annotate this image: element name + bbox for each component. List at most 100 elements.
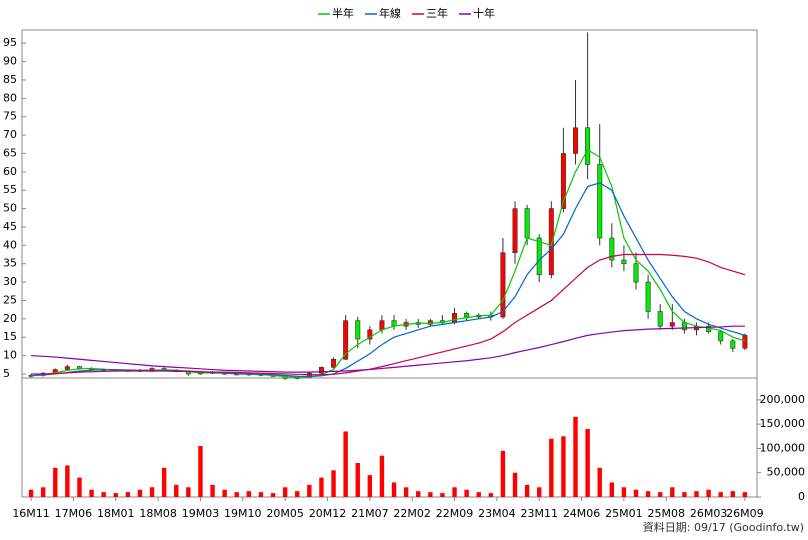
- y-tick-label: 90: [3, 55, 17, 68]
- volume-bar: [524, 484, 530, 497]
- volume-bar: [645, 491, 651, 497]
- y-tick-label: 55: [3, 183, 17, 196]
- volume-bar: [319, 477, 324, 497]
- volume-bar: [367, 475, 373, 497]
- volume-bar: [198, 446, 203, 497]
- candle-body: [585, 127, 591, 165]
- x-tick-label: 18M08: [139, 507, 177, 520]
- y-tick-label: 10: [3, 349, 17, 362]
- volume-bar: [282, 487, 288, 497]
- volume-bar: [440, 493, 445, 497]
- volume-bar: [403, 487, 409, 497]
- y-tick-label: 25: [3, 293, 17, 306]
- x-tick-label: 18M01: [97, 507, 135, 520]
- volume-bar: [234, 492, 239, 497]
- x-tick-label: 26M03: [690, 507, 728, 520]
- candle-body: [331, 358, 337, 368]
- candle-body: [718, 331, 724, 342]
- plot-frame: [21, 29, 758, 498]
- x-tick-label: 20M12: [309, 507, 347, 520]
- volume-bar: [561, 436, 566, 497]
- legend-label: 半年: [332, 6, 354, 20]
- volume-bar: [53, 467, 58, 497]
- candle-body: [681, 322, 687, 331]
- candle-body: [367, 329, 373, 340]
- candle-body: [379, 320, 385, 331]
- volume-bar: [597, 467, 602, 497]
- y-tick-label: 20: [3, 312, 17, 325]
- volume-bar: [28, 489, 34, 497]
- volume-bar: [355, 463, 360, 497]
- candle-body: [657, 311, 663, 327]
- volume-bar: [331, 470, 336, 497]
- volume-bar: [706, 489, 711, 497]
- volume-bar: [670, 487, 675, 497]
- x-tick-label: 22M09: [436, 507, 474, 520]
- volume-bar: [149, 487, 155, 497]
- candle-body: [597, 164, 603, 239]
- candle-body: [645, 281, 651, 312]
- volume-bar: [137, 489, 143, 497]
- volume-bar: [537, 487, 542, 497]
- y-tick-label: 30: [3, 275, 17, 288]
- volume-bar: [295, 491, 300, 497]
- volume-bar: [742, 492, 748, 497]
- source-note: 資料日期: 09/17 (Goodinfo.tw): [643, 520, 804, 534]
- volume-bar: [488, 493, 494, 497]
- y-tick-label: 85: [3, 73, 17, 86]
- candle-body: [730, 340, 736, 349]
- volume-bar: [379, 455, 385, 497]
- legend-label: 年線: [379, 6, 401, 20]
- candle-body: [524, 208, 530, 239]
- y-tick-label: 45: [3, 220, 17, 233]
- y-tick-label: 5: [3, 367, 10, 380]
- y2-tick-label: 100,000: [760, 441, 806, 454]
- x-tick-label: 25M01: [605, 507, 643, 520]
- x-tick-label: 22M02: [393, 507, 431, 520]
- volume-bar: [391, 482, 397, 497]
- y-tick-label: 95: [3, 36, 17, 49]
- y2-tick-label: 50,000: [767, 466, 806, 479]
- candle-body: [343, 320, 349, 360]
- candle-body: [355, 320, 361, 340]
- volume-bar: [222, 489, 227, 497]
- volume-bar: [89, 489, 94, 497]
- y-tick-label: 60: [3, 165, 17, 178]
- candle-body: [427, 320, 433, 325]
- x-tick-label: 20M05: [266, 507, 304, 520]
- candle-body: [548, 208, 554, 276]
- legend-label: 十年: [473, 6, 495, 20]
- volume-bar: [186, 487, 191, 497]
- volume-bar: [125, 492, 131, 497]
- candle-body: [500, 252, 506, 318]
- volume-bar: [682, 492, 687, 497]
- volume-bar: [573, 416, 578, 497]
- x-tick-label: 17M06: [55, 507, 93, 520]
- candle-body: [464, 313, 470, 318]
- volume-bar: [428, 492, 433, 497]
- y-tick-label: 50: [3, 202, 17, 215]
- volume-bar: [101, 492, 106, 497]
- x-tick-label: 26M09: [726, 507, 764, 520]
- candle-body: [452, 313, 458, 323]
- volume-bar: [476, 492, 481, 497]
- volume-bar: [658, 492, 663, 497]
- volume-bar: [621, 487, 627, 497]
- volume-bar: [500, 450, 506, 497]
- x-tick-label: 23M11: [520, 507, 558, 520]
- volume-bar: [307, 484, 312, 497]
- x-tick-label: 19M03: [182, 507, 220, 520]
- moving-average-line: [31, 182, 746, 378]
- moving-average-line: [31, 325, 745, 373]
- x-tick-label: 21M07: [351, 507, 389, 520]
- volume-bar: [77, 477, 82, 497]
- volume-bar: [343, 431, 348, 497]
- y-tick-label: 80: [3, 91, 17, 104]
- candle-body: [512, 208, 518, 253]
- volume-bar: [512, 472, 518, 497]
- volume-bar: [452, 487, 457, 497]
- candle-body: [573, 127, 579, 154]
- legend-label: 三年: [426, 6, 448, 20]
- y-tick-label: 65: [3, 146, 17, 159]
- candle-body: [609, 237, 615, 261]
